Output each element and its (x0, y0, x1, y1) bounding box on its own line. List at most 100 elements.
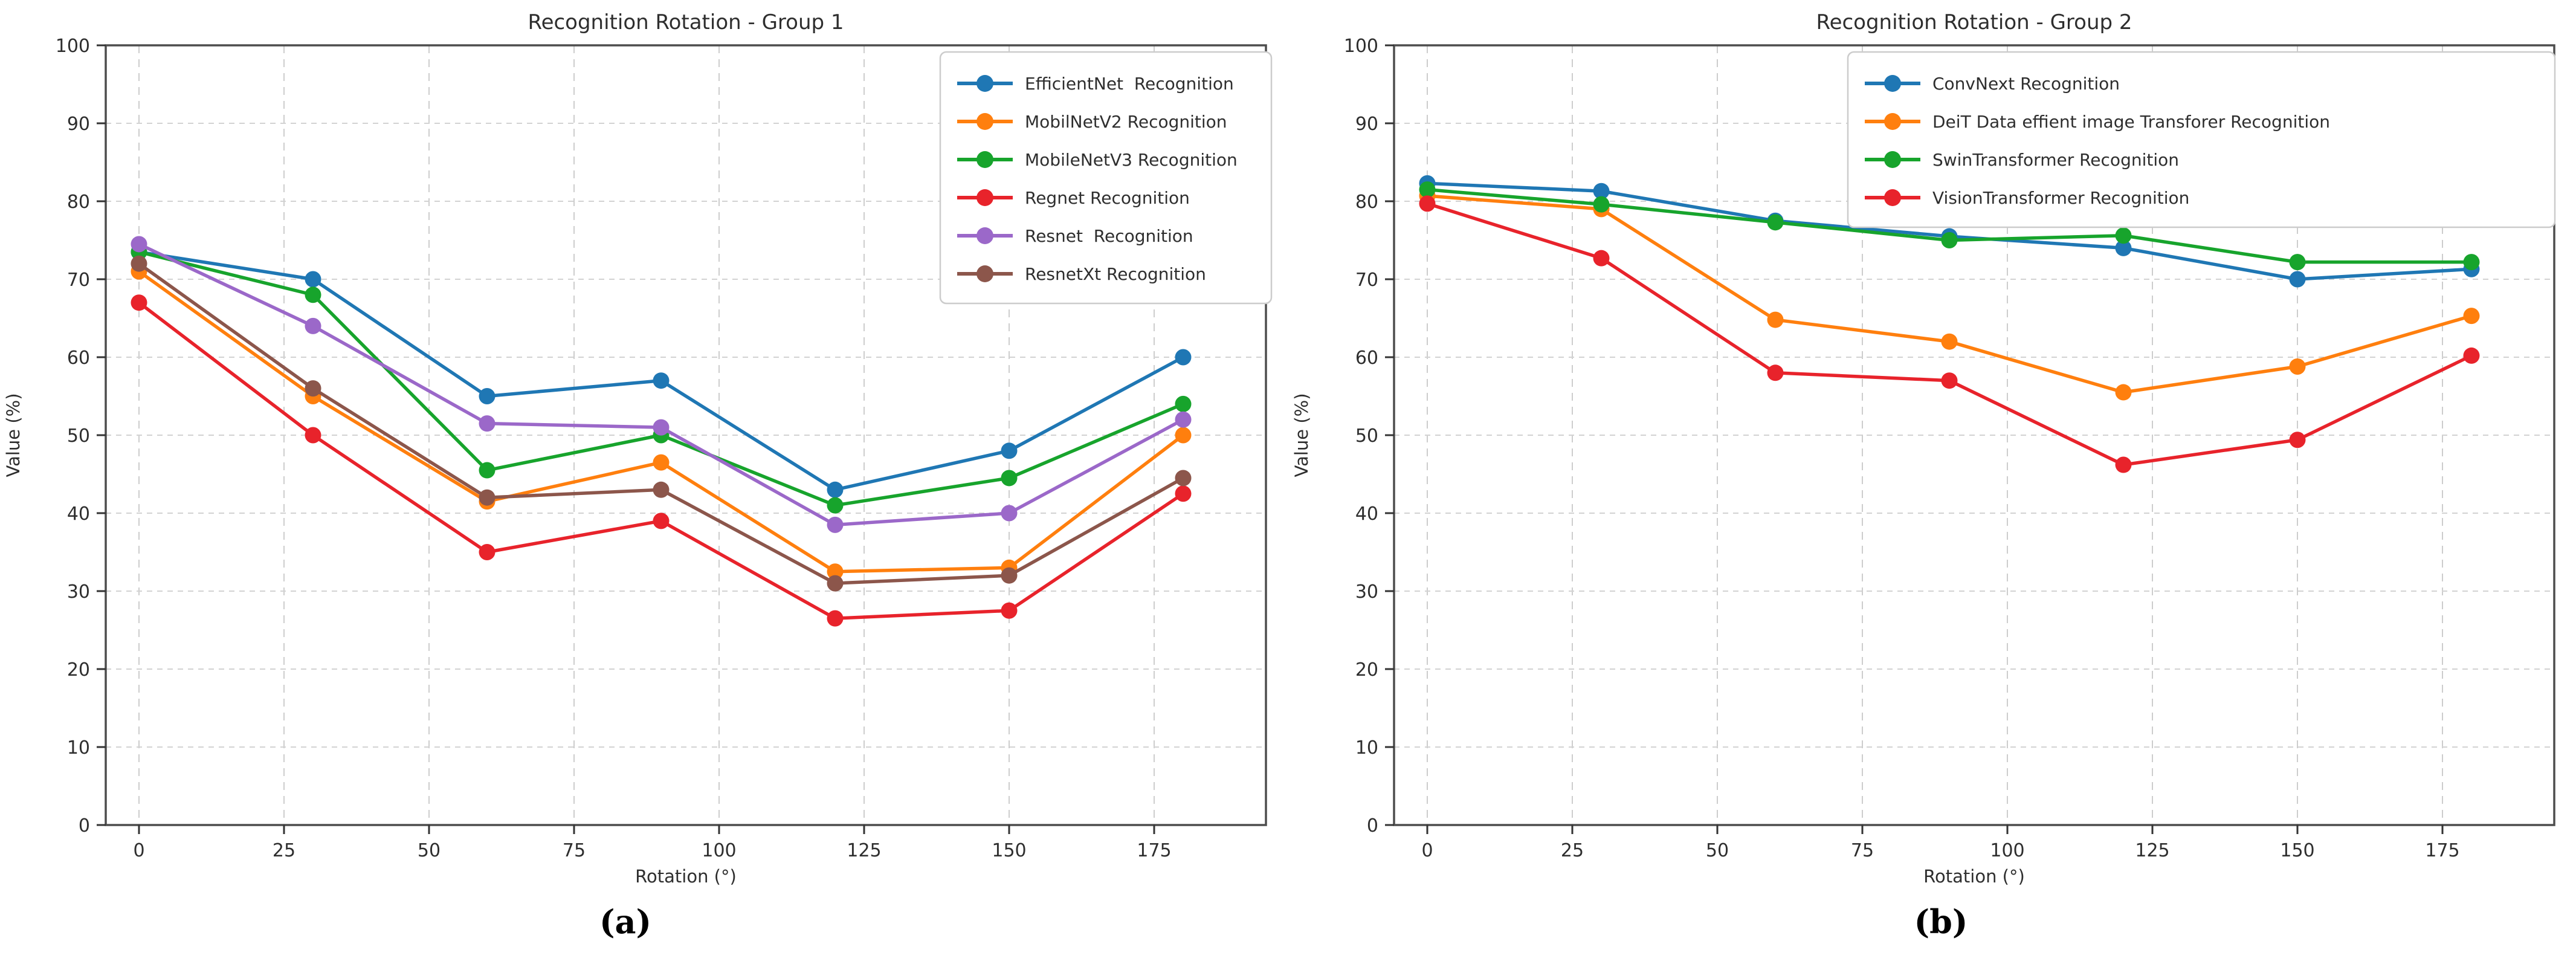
legend-label: ResnetXt Recognition (1025, 264, 1206, 284)
y-tick-label: 20 (67, 659, 90, 681)
data-point (305, 380, 321, 397)
subfigure-caption-a: (a) (599, 902, 652, 941)
y-tick-label: 10 (67, 737, 90, 759)
data-point (653, 454, 670, 471)
data-point (653, 419, 670, 436)
data-point (1175, 349, 1192, 366)
y-tick-label: 10 (1355, 737, 1378, 759)
data-point (2463, 254, 2480, 271)
x-tick-label: 125 (847, 840, 881, 861)
data-point (305, 317, 321, 334)
chart-title: Recognition Rotation - Group 1 (528, 10, 844, 34)
data-point (1941, 232, 1958, 248)
data-point (1001, 470, 1018, 487)
data-point (2289, 432, 2306, 448)
legend-label: VisionTransformer Recognition (1932, 188, 2189, 208)
data-point (1941, 333, 1958, 350)
legend-swatch-dot (976, 113, 993, 130)
y-tick-label: 50 (1355, 425, 1378, 447)
legend-box (939, 51, 1273, 305)
x-axis-label: Rotation (°) (1923, 866, 2025, 887)
data-point (2463, 347, 2480, 364)
data-point (305, 427, 321, 444)
y-tick-label: 100 (1344, 36, 1378, 57)
x-tick-label: 25 (1561, 840, 1584, 861)
data-point (827, 516, 844, 533)
data-point (131, 294, 147, 311)
y-tick-label: 90 (67, 114, 90, 135)
data-point (2115, 239, 2132, 256)
data-point (1419, 195, 1436, 212)
x-tick-label: 100 (702, 840, 736, 861)
data-point (1001, 567, 1018, 584)
x-tick-label: 125 (2135, 840, 2169, 861)
data-point (2289, 358, 2306, 375)
data-point (1767, 214, 1784, 231)
x-tick-label: 150 (2280, 840, 2314, 861)
y-tick-label: 0 (79, 815, 90, 836)
legend-label: MobilNetV2 Recognition (1025, 112, 1227, 132)
data-point (479, 462, 496, 479)
figure-panel-b: 0 25 50 75 100 125 150 175 0 10 20 30 40 50 60 70 80 90 10… (1288, 0, 2576, 895)
data-point (1941, 372, 1958, 389)
data-point (2289, 254, 2306, 271)
data-point (827, 497, 844, 514)
data-point (131, 255, 147, 272)
data-point (1593, 183, 1610, 199)
legend-label: ConvNext Recognition (1932, 74, 2120, 94)
data-point (1175, 485, 1192, 502)
legend-swatch-dot (1884, 113, 1901, 130)
legend-label: DeiT Data effient image Transforer Recog… (1932, 112, 2330, 132)
data-point (1593, 196, 1610, 213)
data-point (827, 575, 844, 592)
legend-swatch-dot (976, 75, 993, 92)
y-tick-label: 30 (1355, 581, 1378, 603)
data-point (1593, 250, 1610, 267)
y-tick-label: 60 (1355, 348, 1378, 369)
x-tick-label: 150 (992, 840, 1026, 861)
data-point (1001, 442, 1018, 459)
x-tick-label: 0 (133, 840, 144, 861)
data-point (305, 271, 321, 288)
legend-label: MobileNetV3 Recognition (1025, 150, 1238, 170)
data-point (827, 481, 844, 498)
y-tick-label: 70 (1355, 270, 1378, 291)
y-axis-label: Value (%) (3, 393, 24, 477)
y-tick-label: 20 (1355, 659, 1378, 681)
data-point (653, 481, 670, 498)
data-point (1001, 505, 1018, 522)
legend-swatch-dot (1884, 75, 1901, 92)
data-point (2115, 384, 2132, 401)
data-point (1175, 395, 1192, 412)
data-point (1767, 311, 1784, 328)
x-tick-label: 50 (1706, 840, 1729, 861)
data-point (827, 563, 844, 580)
x-tick-label: 175 (2425, 840, 2459, 861)
x-tick-label: 75 (1851, 840, 1874, 861)
data-point (1175, 470, 1192, 487)
x-tick-label: 100 (1990, 840, 2024, 861)
y-tick-label: 80 (67, 192, 90, 213)
legend-swatch-dot (976, 151, 993, 168)
data-point (479, 388, 496, 404)
x-tick-label: 75 (563, 840, 586, 861)
legend-swatch-dot (1884, 151, 1901, 168)
data-point (2289, 271, 2306, 288)
data-point (1419, 181, 1436, 198)
data-point (1175, 411, 1192, 428)
y-tick-label: 60 (67, 348, 90, 369)
legend-swatch-dot (976, 189, 993, 206)
y-tick-label: 100 (56, 36, 90, 57)
data-point (653, 513, 670, 529)
y-axis-label: Value (%) (1291, 393, 1312, 477)
legend-swatch-dot (976, 227, 993, 244)
data-point (827, 610, 844, 627)
data-point (1767, 364, 1784, 381)
data-point (479, 415, 496, 432)
x-tick-label: 50 (418, 840, 441, 861)
y-tick-label: 40 (67, 503, 90, 525)
data-point (2115, 456, 2132, 473)
data-point (305, 286, 321, 303)
legend-label: SwinTransformer Recognition (1932, 150, 2179, 170)
x-tick-label: 25 (273, 840, 295, 861)
